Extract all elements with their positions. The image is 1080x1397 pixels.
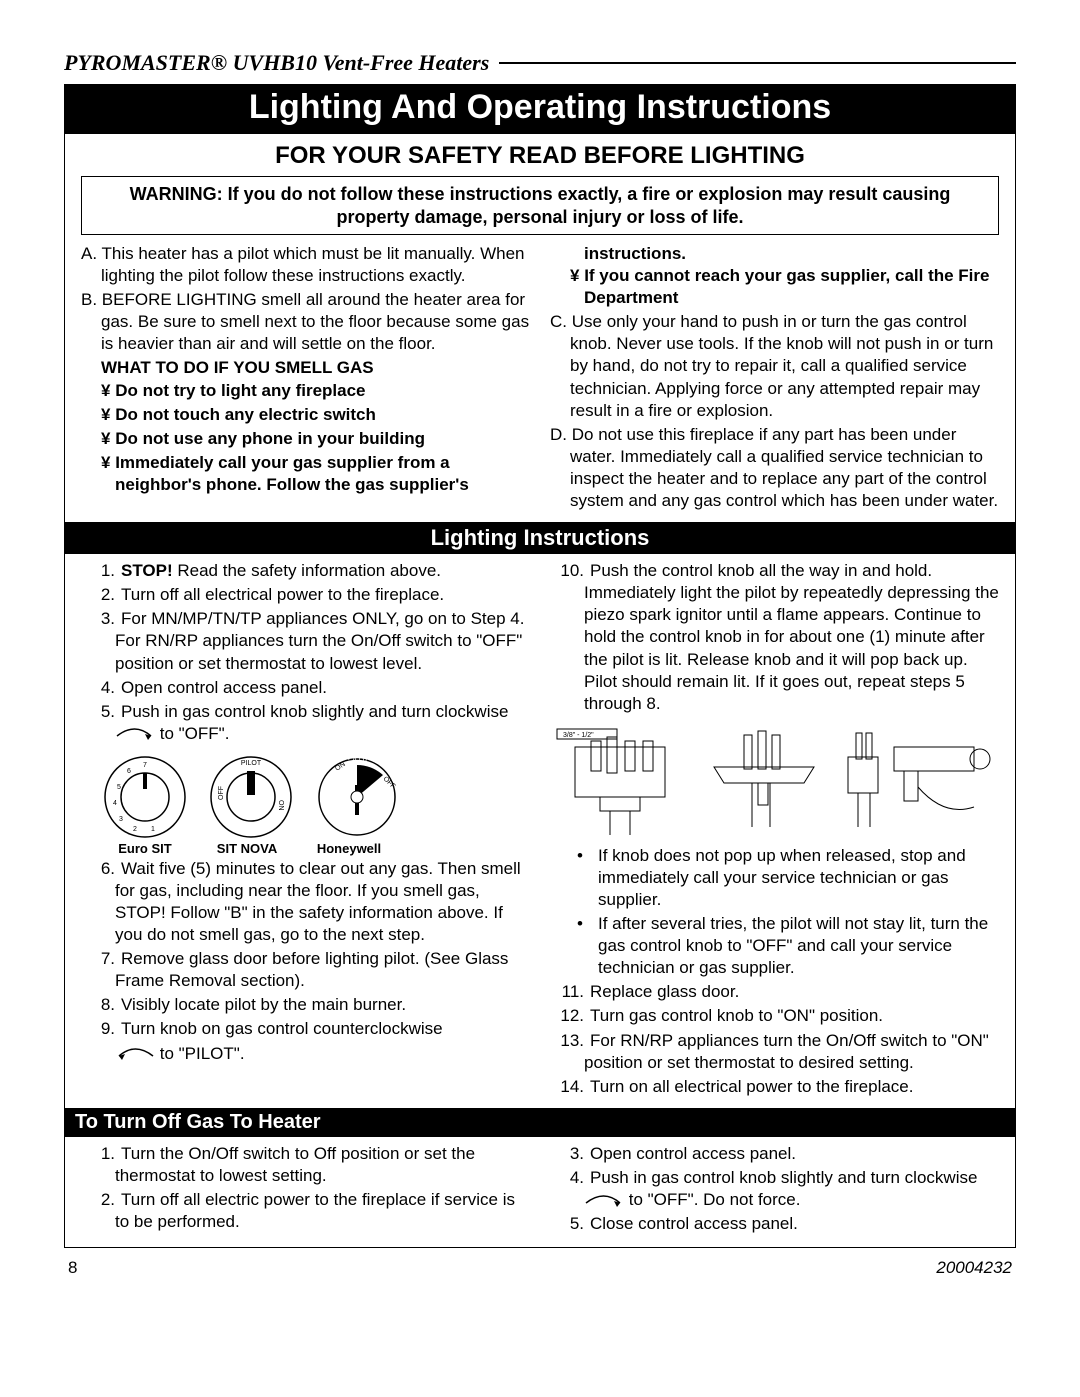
step-8: 8.Visibly locate pilot by the main burne… <box>81 994 530 1016</box>
tip-2: •If after several tries, the pilot will … <box>550 913 999 979</box>
smell-bullet-5: ¥ If you cannot reach your gas supplier,… <box>550 265 999 309</box>
document-number: 20004232 <box>936 1258 1012 1278</box>
instructions-cont: instructions. <box>550 243 999 265</box>
svg-text:OFF: OFF <box>218 786 225 800</box>
clockwise-arrow-icon <box>584 1193 624 1209</box>
knob-honeywell-icon: ON PILOT OFF <box>315 755 399 839</box>
brand-model: PYROMASTER® UVHB10 Vent-Free Heaters <box>64 50 489 76</box>
turnoff-2: 2.Turn off all electric power to the fir… <box>81 1189 530 1233</box>
tip-1: •If knob does not pop up when released, … <box>550 845 999 911</box>
step-4: 4.Open control access panel. <box>81 677 530 699</box>
page-footer: 8 20004232 <box>64 1258 1016 1278</box>
turnoff-5: 5.Close control access panel. <box>550 1213 999 1235</box>
lighting-col-right: 10.Push the control knob all the way in … <box>550 560 999 1100</box>
lighting-columns: 1.STOP! Read the safety information abov… <box>65 560 1015 1100</box>
turnoff-col-right: 3.Open control access panel. 4.Push in g… <box>550 1143 999 1237</box>
step-13: 13.For RN/RP appliances turn the On/Off … <box>550 1030 999 1074</box>
title-banner: Lighting And Operating Instructions <box>64 84 1016 133</box>
step-14: 14.Turn on all electrical power to the f… <box>550 1076 999 1098</box>
page-number: 8 <box>68 1258 77 1278</box>
knob-label-2: SIT NOVA <box>205 841 289 858</box>
step-6: 6.Wait five (5) minutes to clear out any… <box>81 858 530 946</box>
safety-item-d: D. Do not use this fireplace if any part… <box>550 424 999 512</box>
turnoff-columns: 1.Turn the On/Off switch to Off position… <box>65 1143 1015 1237</box>
svg-text:7: 7 <box>143 762 147 769</box>
pilot-assembly-diagrams: 3/8" - 1/2" <box>550 717 999 845</box>
knob-label-3: Honeywell <box>307 841 391 858</box>
safety-header: FOR YOUR SAFETY READ BEFORE LIGHTING <box>65 140 1015 172</box>
svg-text:2: 2 <box>133 826 137 833</box>
warning-box: WARNING: If you do not follow these inst… <box>81 176 999 235</box>
safety-item-a: A. This heater has a pilot which must be… <box>81 243 530 287</box>
turnoff-4: 4.Push in gas control knob slightly and … <box>550 1167 999 1211</box>
step-2: 2.Turn off all electrical power to the f… <box>81 584 530 606</box>
safety-columns: A. This heater has a pilot which must be… <box>65 243 1015 514</box>
knob-sitnova-icon: OFF PILOT ON <box>209 755 293 839</box>
knob-labels: Euro SIT SIT NOVA Honeywell <box>81 841 530 858</box>
svg-text:3: 3 <box>119 816 123 823</box>
turnoff-col-left: 1.Turn the On/Off switch to Off position… <box>81 1143 530 1237</box>
svg-text:6: 6 <box>127 768 131 775</box>
step-12: 12.Turn gas control knob to "ON" positio… <box>550 1005 999 1027</box>
svg-text:ON: ON <box>334 761 347 773</box>
safety-item-b: B. BEFORE LIGHTING smell all around the … <box>81 289 530 355</box>
svg-text:ON: ON <box>277 800 284 811</box>
knob-diagrams: 7 6 5 4 3 2 1 OFF PILOT ON <box>81 747 530 841</box>
step-9: 9.Turn knob on gas control counterclockw… <box>81 1018 530 1040</box>
safety-col-left: A. This heater has a pilot which must be… <box>81 243 530 514</box>
turnoff-header: To Turn Off Gas To Heater <box>65 1108 1015 1137</box>
smell-gas-header: WHAT TO DO IF YOU SMELL GAS <box>81 357 530 379</box>
lighting-col-left: 1.STOP! Read the safety information abov… <box>81 560 530 1100</box>
smell-bullet-4: ¥ Immediately call your gas supplier fro… <box>81 452 530 496</box>
svg-text:4: 4 <box>113 800 117 807</box>
smell-bullet-1: ¥ Do not try to light any fireplace <box>81 380 530 402</box>
turnoff-3: 3.Open control access panel. <box>550 1143 999 1165</box>
smell-bullet-3: ¥ Do not use any phone in your building <box>81 428 530 450</box>
svg-text:5: 5 <box>117 784 121 791</box>
step-9b: to "PILOT". <box>81 1043 530 1065</box>
header-rule <box>499 62 1016 64</box>
turnoff-1: 1.Turn the On/Off switch to Off position… <box>81 1143 530 1187</box>
step-5: 5.Push in gas control knob slightly and … <box>81 701 530 745</box>
smell-bullet-2: ¥ Do not touch any electric switch <box>81 404 530 426</box>
clockwise-arrow-icon <box>115 726 155 742</box>
page: PYROMASTER® UVHB10 Vent-Free Heaters Lig… <box>0 0 1080 1308</box>
counterclockwise-arrow-icon <box>115 1046 155 1062</box>
svg-text:PILOT: PILOT <box>348 755 370 766</box>
step-1: 1.STOP! Read the safety information abov… <box>81 560 530 582</box>
safety-col-right: instructions. ¥ If you cannot reach your… <box>550 243 999 514</box>
pilot-assembly-2-icon <box>704 727 824 837</box>
step-10: 10.Push the control knob all the way in … <box>550 560 999 715</box>
svg-text:3/8" - 1/2": 3/8" - 1/2" <box>563 732 594 739</box>
knob-label-1: Euro SIT <box>103 841 187 858</box>
knob-eurosit-icon: 7 6 5 4 3 2 1 <box>103 755 187 839</box>
step-7: 7.Remove glass door before lighting pilo… <box>81 948 530 992</box>
lighting-header: Lighting Instructions <box>65 522 1015 554</box>
svg-text:1: 1 <box>151 826 155 833</box>
manual-header: PYROMASTER® UVHB10 Vent-Free Heaters <box>64 50 1016 76</box>
content-box: FOR YOUR SAFETY READ BEFORE LIGHTING WAR… <box>64 133 1016 1248</box>
step-11: 11.Replace glass door. <box>550 981 999 1003</box>
pilot-assembly-1-icon: 3/8" - 1/2" <box>555 727 685 837</box>
safety-item-c: C. Use only your hand to push in or turn… <box>550 311 999 421</box>
pilot-assembly-3-icon <box>844 727 994 837</box>
step-3: 3.For MN/MP/TN/TP appliances ONLY, go on… <box>81 608 530 674</box>
svg-text:PILOT: PILOT <box>241 760 262 767</box>
